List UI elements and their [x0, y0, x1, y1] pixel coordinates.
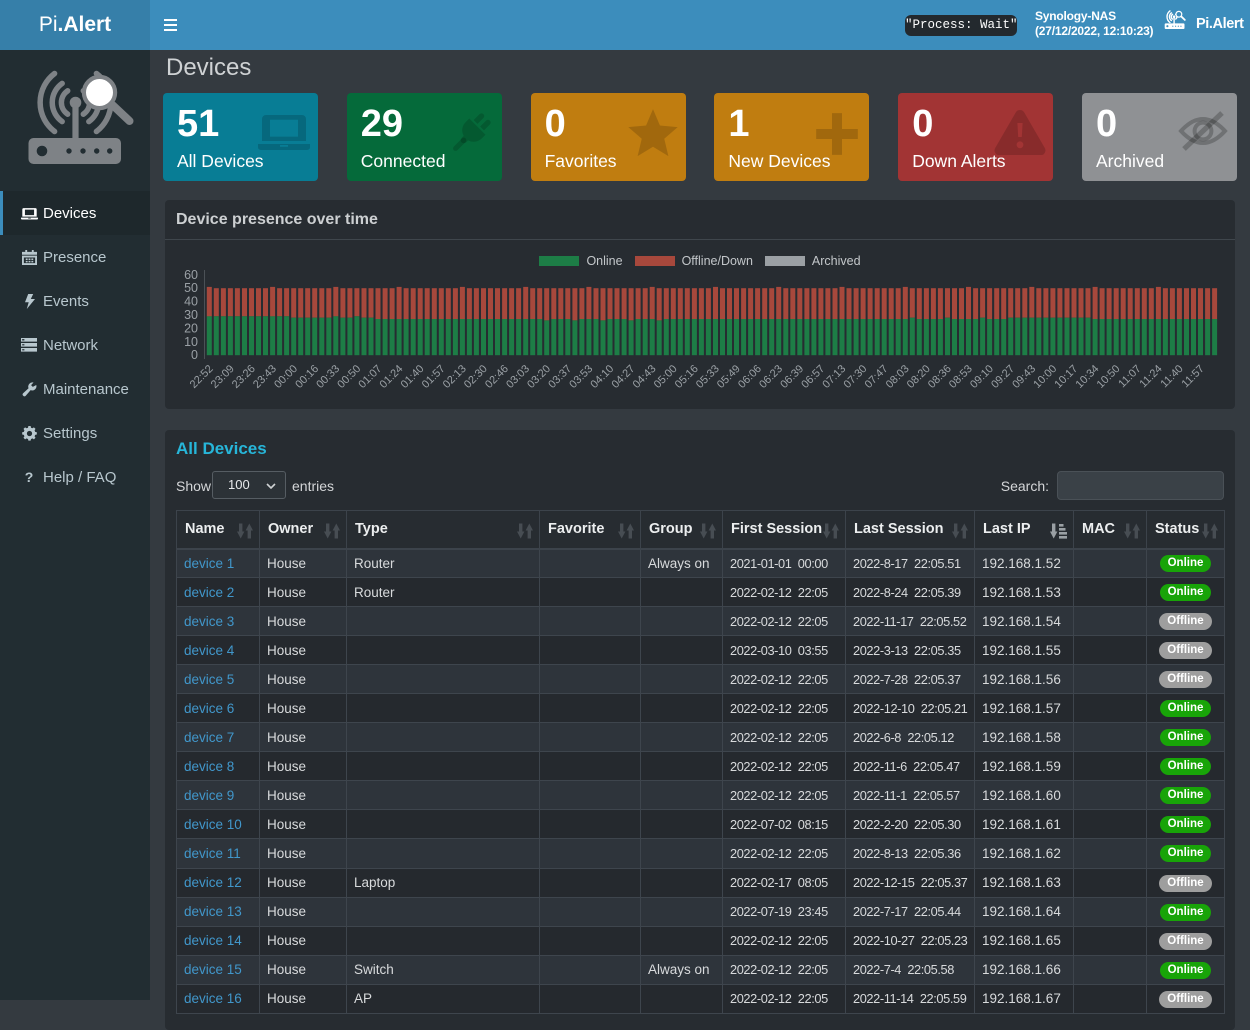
svg-text:11:07: 11:07 [1116, 363, 1143, 390]
svg-text:10:00: 10:00 [1031, 363, 1059, 391]
svg-text:02:13: 02:13 [441, 363, 469, 391]
svg-text:05:49: 05:49 [715, 363, 743, 391]
svg-text:00:33: 00:33 [314, 363, 342, 391]
svg-text:07:30: 07:30 [842, 363, 870, 391]
svg-text:23:26: 23:26 [230, 363, 258, 391]
svg-text:02:30: 02:30 [462, 363, 490, 391]
svg-text:10:50: 10:50 [1095, 363, 1123, 391]
svg-text:00:00: 00:00 [272, 363, 300, 391]
svg-text:00:16: 00:16 [293, 363, 321, 391]
svg-text:01:24: 01:24 [378, 363, 406, 391]
svg-text:40: 40 [184, 295, 198, 309]
svg-text:06:23: 06:23 [757, 363, 785, 391]
svg-text:04:43: 04:43 [631, 363, 659, 391]
svg-text:01:57: 01:57 [420, 363, 448, 391]
svg-text:08:53: 08:53 [947, 363, 975, 391]
svg-text:04:10: 04:10 [588, 363, 616, 391]
svg-text:06:57: 06:57 [799, 363, 827, 391]
svg-text:03:03: 03:03 [504, 363, 532, 391]
svg-text:03:53: 03:53 [567, 363, 595, 391]
svg-text:11:40: 11:40 [1158, 363, 1185, 390]
svg-text:50: 50 [184, 281, 198, 295]
svg-text:02:46: 02:46 [483, 363, 511, 391]
svg-text:11:24: 11:24 [1137, 363, 1164, 390]
svg-text:09:43: 09:43 [1010, 363, 1038, 391]
svg-text:30: 30 [184, 308, 198, 322]
svg-text:00:50: 00:50 [335, 363, 363, 391]
svg-text:03:37: 03:37 [546, 363, 574, 391]
svg-text:09:27: 09:27 [989, 363, 1017, 391]
svg-text:23:43: 23:43 [251, 363, 279, 391]
svg-text:0: 0 [191, 348, 198, 362]
svg-text:11:57: 11:57 [1179, 363, 1206, 390]
svg-text:01:07: 01:07 [356, 363, 384, 391]
svg-text:22:52: 22:52 [188, 363, 216, 391]
svg-text:08:20: 08:20 [905, 363, 933, 391]
svg-text:07:47: 07:47 [863, 363, 891, 391]
svg-text:60: 60 [184, 268, 198, 282]
svg-text:10: 10 [184, 335, 198, 349]
svg-text:04:27: 04:27 [610, 363, 638, 391]
svg-text:03:20: 03:20 [525, 363, 553, 391]
svg-text:07:13: 07:13 [820, 363, 848, 391]
svg-text:05:33: 05:33 [694, 363, 722, 391]
svg-text:10:17: 10:17 [1052, 363, 1080, 391]
svg-text:08:36: 08:36 [926, 363, 954, 391]
svg-text:06:06: 06:06 [736, 363, 764, 391]
svg-text:05:16: 05:16 [673, 363, 701, 391]
svg-text:20: 20 [184, 321, 198, 335]
svg-text:01:40: 01:40 [399, 363, 427, 391]
svg-text:08:03: 08:03 [884, 363, 912, 391]
svg-text:06:39: 06:39 [778, 363, 806, 391]
svg-text:23:09: 23:09 [209, 363, 237, 391]
svg-text:09:10: 09:10 [968, 363, 996, 391]
svg-text:05:00: 05:00 [652, 363, 680, 391]
svg-text:10:34: 10:34 [1074, 363, 1102, 391]
